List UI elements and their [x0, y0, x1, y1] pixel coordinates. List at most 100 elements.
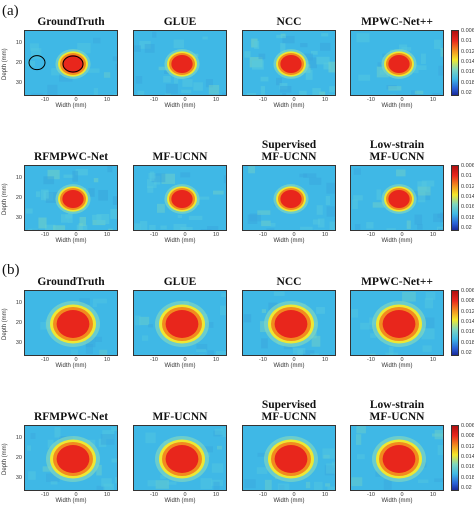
noise-patch: [442, 478, 443, 486]
noise-patch: [379, 70, 385, 75]
noise-patch: [331, 461, 335, 468]
x-tick-label: 0: [74, 232, 78, 238]
noise-patch: [251, 60, 264, 70]
noise-patch: [276, 77, 282, 86]
noise-patch: [356, 33, 370, 43]
noise-patch: [433, 213, 443, 223]
x-tick-label: 10: [103, 492, 111, 498]
noise-patch: [314, 229, 326, 230]
noise-patch: [27, 60, 36, 67]
colorbar-tick-label: 0.018: [461, 474, 474, 481]
x-axis-label: Width (mm): [273, 103, 305, 109]
noise-patch: [100, 434, 115, 445]
noise-patch: [369, 353, 376, 355]
noise-patch: [351, 308, 359, 318]
panel-title: Low-strain MF-UCNN: [369, 139, 425, 163]
strain-map: [351, 426, 443, 490]
noise-patch: [396, 169, 406, 177]
noise-patch: [200, 478, 213, 490]
panel-title: MF-UCNN: [152, 411, 208, 423]
strain-map: [243, 31, 336, 95]
x-tick-label: 0: [292, 357, 296, 363]
noise-patch: [377, 62, 383, 67]
noise-patch: [417, 186, 431, 196]
x-axis-label: Width (mm): [164, 103, 196, 109]
colorbar-tick-label: 0.018: [461, 214, 474, 221]
noise-patch: [155, 480, 169, 489]
noise-patch: [27, 228, 38, 230]
noise-patch: [173, 223, 187, 230]
noise-patch: [185, 354, 195, 355]
y-axis-label: Depth (mm): [2, 443, 8, 475]
noise-patch: [50, 481, 58, 485]
noise-patch: [414, 214, 423, 225]
strain-map: [351, 166, 443, 230]
background-roi-marker: [28, 55, 46, 71]
noise-patch: [72, 170, 79, 182]
x-tick-label: -10: [150, 357, 158, 363]
noise-patch: [160, 225, 167, 230]
strain-map: [134, 426, 226, 490]
noise-patch: [217, 445, 222, 450]
noise-patch: [418, 65, 427, 71]
lesion-layer-3: [280, 189, 302, 209]
x-axis-label: Width (mm): [381, 498, 413, 504]
noise-patch: [196, 343, 208, 351]
colorbar-tick-label: 0.018: [461, 339, 474, 346]
noise-patch: [369, 317, 375, 324]
colorbar-tick-label: 0.01: [461, 173, 472, 180]
noise-patch: [311, 335, 321, 347]
noise-patch: [280, 43, 286, 54]
y-tick-label: 30: [15, 215, 22, 221]
noise-patch: [213, 481, 220, 490]
noise-patch: [434, 429, 443, 440]
strain-map: [134, 291, 226, 355]
colorbar-tick-label: 0.006: [461, 423, 474, 429]
x-axis-label: Width (mm): [55, 238, 87, 244]
strain-image: [24, 165, 118, 231]
x-tick-label: 10: [103, 97, 111, 103]
noise-patch: [318, 91, 326, 95]
lesion-layer-3: [56, 445, 90, 473]
x-tick-label: 10: [212, 97, 220, 103]
colorbar: [451, 290, 459, 356]
noise-patch: [79, 216, 86, 226]
noise-patch: [93, 298, 107, 304]
panel-title: MF-UCNN: [152, 151, 208, 163]
x-tick-label: 0: [292, 492, 296, 498]
noise-patch: [60, 214, 69, 223]
noise-patch: [386, 85, 397, 90]
colorbar-tick-label: 0.016: [461, 204, 474, 211]
noise-patch: [43, 176, 55, 185]
noise-patch: [360, 322, 374, 330]
noise-patch: [329, 86, 335, 93]
x-tick-label: 10: [212, 357, 220, 363]
noise-patch: [356, 434, 362, 445]
noise-patch: [205, 79, 214, 88]
noise-patch: [312, 88, 321, 95]
lesion-layer-3: [56, 310, 90, 338]
noise-patch: [31, 93, 44, 95]
noise-patch: [164, 93, 172, 95]
noise-patch: [115, 477, 117, 484]
x-tick-label: 0: [183, 232, 187, 238]
noise-patch: [282, 93, 287, 95]
noise-patch: [207, 226, 219, 230]
lesion-layer-3: [388, 189, 410, 209]
colorbar: [451, 165, 459, 231]
section-label: (b): [2, 262, 20, 278]
noise-patch: [181, 89, 192, 94]
x-tick-label: -10: [150, 232, 158, 238]
x-tick-label: 0: [183, 357, 187, 363]
noise-patch: [46, 473, 60, 483]
noise-patch: [423, 317, 435, 329]
noise-patch: [312, 219, 321, 225]
noise-patch: [277, 483, 290, 490]
noise-patch: [28, 471, 36, 480]
noise-patch: [299, 90, 307, 95]
noise-patch: [421, 328, 435, 340]
x-tick-label: -10: [41, 357, 49, 363]
noise-patch: [317, 218, 325, 228]
noise-patch: [261, 309, 267, 313]
noise-patch: [335, 67, 336, 72]
